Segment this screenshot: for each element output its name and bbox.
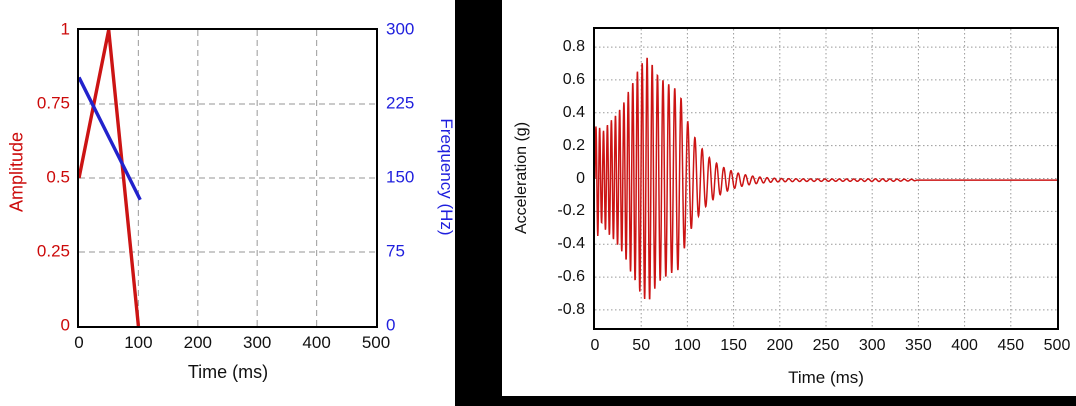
right-chart-x-tick: 500 (1043, 337, 1071, 354)
right-chart-y-tick: 0 (576, 169, 585, 187)
left-chart-y-right-tick: 75 (386, 241, 405, 261)
divider-bar (455, 0, 502, 406)
left-chart-y-left-tick: 0.25 (36, 241, 70, 261)
right-chart-x-tick: 450 (997, 337, 1025, 354)
right-chart-y-tick: -0.4 (557, 235, 585, 253)
left-chart-y-left-tick: 0.5 (46, 167, 70, 187)
right-chart-x-tick: 150 (720, 337, 747, 354)
right-chart-y-tick: -0.2 (557, 202, 585, 220)
right-chart-y-tick: 0.6 (562, 71, 585, 89)
left-chart-y-right-tick: 300 (386, 19, 415, 39)
right-chart-x-tick: 250 (812, 337, 840, 354)
left-chart-svg (79, 30, 376, 326)
left-chart-y-right-tick: 150 (386, 167, 415, 187)
right-chart-y-tick: -0.8 (557, 301, 585, 319)
left-chart-y-right-tick: 225 (386, 93, 415, 113)
right-chart-y-axis-title: Acceleration (g) (513, 121, 530, 235)
right-chart-y-tick: 0.4 (562, 103, 585, 121)
left-chart-y-left-tick: 0.75 (36, 93, 70, 113)
left-chart-x-tick: 500 (361, 333, 391, 352)
right-chart-y-tick: 0.8 (562, 38, 585, 56)
left-chart-y-right-axis-title: Frequency (Hz) (437, 118, 456, 236)
right-chart-y-tick: -0.6 (557, 268, 585, 286)
left-chart-y-left-axis-title: Amplitude (6, 131, 27, 213)
left-chart-x-tick: 100 (124, 333, 153, 352)
right-chart-y-tick: 0.2 (562, 136, 585, 154)
left-chart-x-tick: 200 (183, 333, 212, 352)
left-chart-plot-area (77, 28, 378, 328)
left-chart-x-tick: 0 (74, 333, 84, 352)
right-chart-x-tick: 400 (951, 337, 978, 354)
right-chart-x-tick: 300 (858, 337, 886, 354)
left-chart-x-axis-title: Time (ms) (187, 362, 269, 382)
right-chart-x-tick: 350 (905, 337, 932, 354)
left-chart-x-tick: 300 (243, 333, 272, 352)
bottom-bar (500, 396, 1076, 406)
right-chart-svg (595, 29, 1057, 328)
right-chart-x-tick: 200 (766, 337, 794, 354)
right-chart-x-tick: 100 (674, 337, 701, 354)
left-chart-y-right-tick: 0 (386, 315, 396, 335)
left-chart-y-left-tick: 0 (60, 315, 70, 335)
right-chart-x-tick: 50 (632, 337, 651, 354)
right-chart-plot-area (593, 27, 1059, 330)
left-chart-y-left-tick: 1 (60, 19, 70, 39)
right-chart-x-tick: 0 (590, 337, 600, 354)
right-chart-x-axis-title: Time (ms) (788, 368, 864, 387)
left-chart-x-tick: 400 (302, 333, 331, 352)
